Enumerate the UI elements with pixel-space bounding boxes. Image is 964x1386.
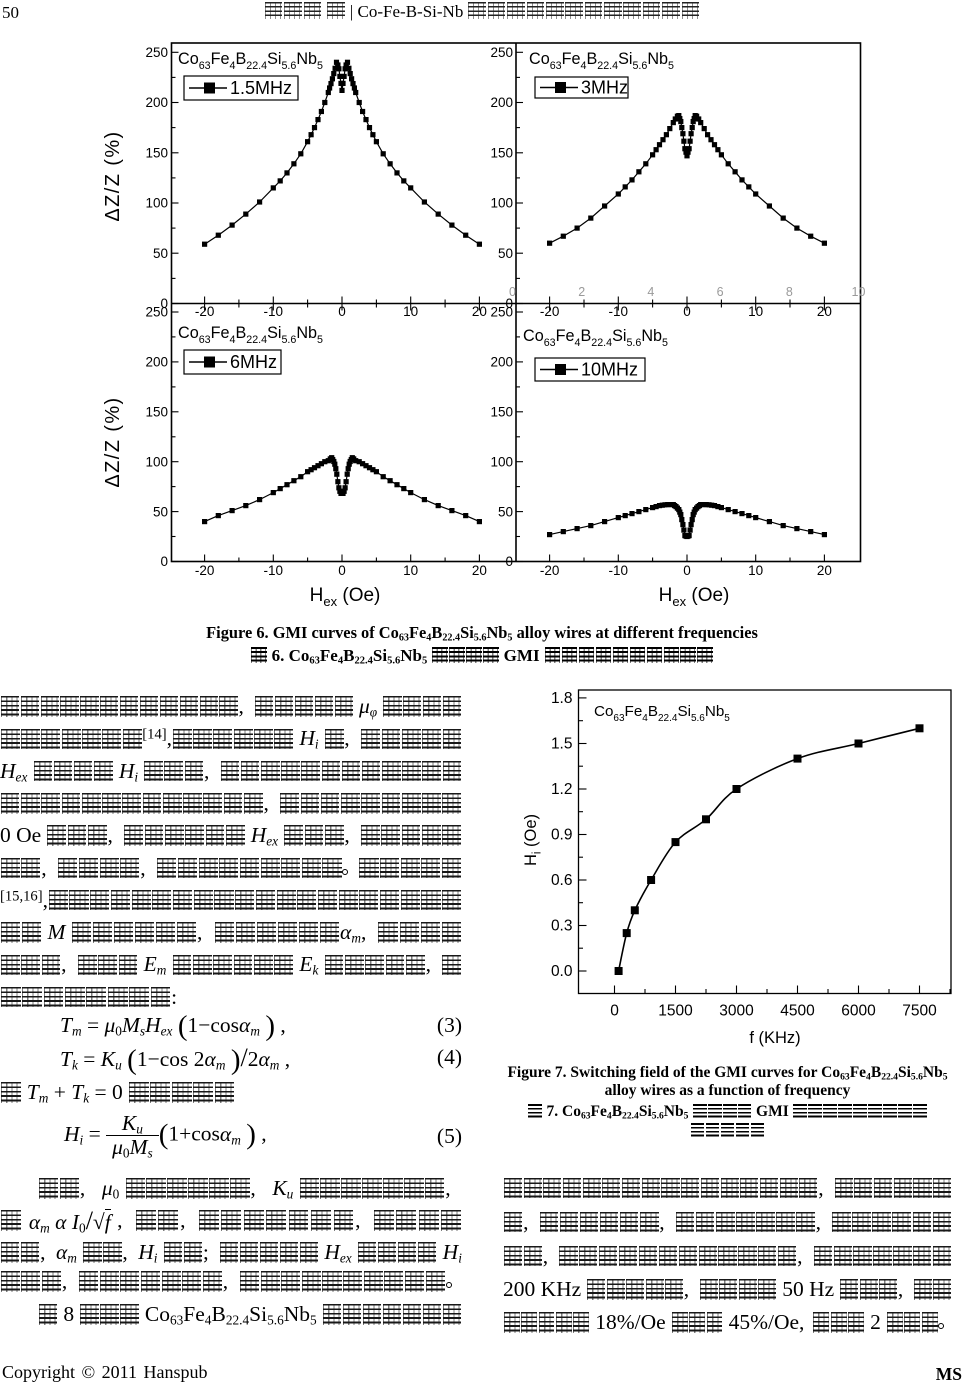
- svg-text:250: 250: [490, 305, 513, 320]
- svg-text:0: 0: [509, 285, 516, 299]
- svg-text:50: 50: [498, 246, 513, 261]
- svg-text:150: 150: [490, 146, 513, 161]
- svg-text:1.5: 1.5: [551, 736, 573, 753]
- svg-text:ΔZ/Z (%): ΔZ/Z (%): [102, 396, 124, 487]
- svg-text:1.2: 1.2: [551, 781, 573, 798]
- svg-text:-20: -20: [540, 563, 560, 578]
- svg-text:10MHz: 10MHz: [581, 360, 638, 380]
- svg-text:8: 8: [786, 285, 793, 299]
- svg-text:-10: -10: [609, 563, 629, 578]
- svg-text:-20: -20: [540, 304, 560, 319]
- svg-text:50: 50: [153, 246, 168, 261]
- svg-text:150: 150: [145, 146, 168, 161]
- svg-text:ΔZ/Z (%): ΔZ/Z (%): [102, 130, 124, 221]
- svg-text:1.5MHz: 1.5MHz: [230, 78, 292, 98]
- svg-text:Hex (Oe): Hex (Oe): [310, 585, 381, 609]
- svg-text:7500: 7500: [902, 1003, 937, 1020]
- svg-text:0.0: 0.0: [551, 963, 573, 980]
- svg-text:20: 20: [817, 304, 832, 319]
- svg-text:50: 50: [153, 504, 168, 519]
- svg-text:Hex (Oe): Hex (Oe): [659, 585, 730, 609]
- svg-text:6: 6: [717, 285, 724, 299]
- svg-text:0: 0: [160, 554, 168, 569]
- svg-text:-20: -20: [195, 304, 215, 319]
- svg-text:100: 100: [490, 196, 513, 211]
- svg-text:2: 2: [578, 285, 585, 299]
- svg-text:0: 0: [338, 563, 346, 578]
- svg-text:1500: 1500: [658, 1003, 693, 1020]
- svg-text:0.6: 0.6: [551, 872, 573, 889]
- svg-text:150: 150: [490, 405, 513, 420]
- svg-text:200: 200: [145, 355, 168, 370]
- svg-text:0: 0: [683, 304, 691, 319]
- svg-text:50: 50: [498, 504, 513, 519]
- svg-text:100: 100: [490, 454, 513, 469]
- svg-text:f (KHz): f (KHz): [749, 1029, 800, 1047]
- svg-text:200: 200: [145, 95, 168, 110]
- svg-text:100: 100: [145, 196, 168, 211]
- svg-text:0: 0: [505, 554, 513, 569]
- svg-text:-10: -10: [264, 563, 284, 578]
- svg-text:10: 10: [748, 563, 763, 578]
- svg-text:0: 0: [338, 304, 346, 319]
- svg-text:20: 20: [817, 563, 832, 578]
- svg-text:3MHz: 3MHz: [581, 78, 628, 98]
- svg-text:200: 200: [490, 355, 513, 370]
- svg-text:1.8: 1.8: [551, 690, 573, 707]
- svg-text:10: 10: [403, 563, 418, 578]
- svg-text:0: 0: [683, 563, 691, 578]
- svg-text:10: 10: [748, 304, 763, 319]
- svg-text:0: 0: [160, 296, 168, 311]
- svg-text:4500: 4500: [780, 1003, 815, 1020]
- svg-text:-10: -10: [264, 304, 284, 319]
- svg-text:20: 20: [472, 304, 487, 319]
- svg-text:-10: -10: [609, 304, 629, 319]
- svg-text:250: 250: [145, 45, 168, 60]
- svg-text:10: 10: [403, 304, 418, 319]
- svg-text:6000: 6000: [841, 1003, 876, 1020]
- svg-text:Co63Fe4B22.4Si5.6Nb5: Co63Fe4B22.4Si5.6Nb5: [529, 50, 674, 72]
- svg-text:250: 250: [490, 45, 513, 60]
- svg-text:0.3: 0.3: [551, 918, 573, 935]
- svg-text:150: 150: [145, 405, 168, 420]
- svg-text:3000: 3000: [719, 1003, 754, 1020]
- svg-text:10: 10: [852, 285, 866, 299]
- svg-text:-20: -20: [195, 563, 215, 578]
- svg-text:100: 100: [145, 454, 168, 469]
- svg-text:0: 0: [505, 296, 513, 311]
- svg-text:6MHz: 6MHz: [230, 352, 277, 372]
- svg-text:4: 4: [647, 285, 654, 299]
- svg-text:250: 250: [145, 305, 168, 320]
- svg-text:0.9: 0.9: [551, 827, 573, 844]
- svg-text:0: 0: [610, 1003, 619, 1020]
- svg-text:20: 20: [472, 563, 487, 578]
- svg-text:200: 200: [490, 95, 513, 110]
